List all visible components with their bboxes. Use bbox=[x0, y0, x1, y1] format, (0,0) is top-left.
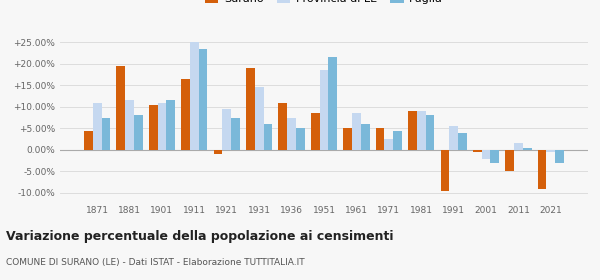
Bar bbox=[458, 133, 467, 150]
Bar bbox=[214, 150, 223, 154]
Bar bbox=[263, 124, 272, 150]
Bar bbox=[385, 139, 393, 150]
Bar bbox=[555, 150, 564, 163]
Bar bbox=[514, 143, 523, 150]
Bar bbox=[93, 102, 101, 150]
Bar bbox=[320, 70, 328, 150]
Bar bbox=[134, 115, 143, 150]
Bar bbox=[505, 150, 514, 171]
Bar bbox=[449, 126, 458, 150]
Bar bbox=[166, 100, 175, 150]
Bar bbox=[116, 66, 125, 150]
Bar bbox=[149, 105, 158, 150]
Bar bbox=[538, 150, 547, 189]
Bar bbox=[190, 42, 199, 150]
Bar bbox=[482, 150, 490, 158]
Bar bbox=[523, 148, 532, 150]
Bar bbox=[440, 150, 449, 191]
Bar bbox=[278, 102, 287, 150]
Bar bbox=[255, 87, 263, 150]
Bar bbox=[393, 130, 402, 150]
Bar bbox=[417, 111, 425, 150]
Bar bbox=[343, 128, 352, 150]
Bar bbox=[361, 124, 370, 150]
Bar bbox=[376, 128, 385, 150]
Bar bbox=[352, 113, 361, 150]
Bar bbox=[199, 49, 208, 150]
Bar bbox=[311, 113, 320, 150]
Bar bbox=[246, 68, 255, 150]
Bar bbox=[328, 57, 337, 150]
Bar bbox=[408, 111, 417, 150]
Bar bbox=[158, 102, 166, 150]
Bar bbox=[223, 109, 231, 150]
Bar bbox=[425, 115, 434, 150]
Bar bbox=[125, 100, 134, 150]
Bar bbox=[547, 150, 555, 152]
Bar bbox=[101, 118, 110, 150]
Text: COMUNE DI SURANO (LE) - Dati ISTAT - Elaborazione TUTTITALIA.IT: COMUNE DI SURANO (LE) - Dati ISTAT - Ela… bbox=[6, 258, 305, 267]
Text: Variazione percentuale della popolazione ai censimenti: Variazione percentuale della popolazione… bbox=[6, 230, 394, 242]
Bar bbox=[296, 128, 305, 150]
Bar bbox=[490, 150, 499, 163]
Legend: Surano, Provincia di LE, Puglia: Surano, Provincia di LE, Puglia bbox=[200, 0, 448, 8]
Bar bbox=[84, 130, 93, 150]
Bar bbox=[181, 79, 190, 150]
Bar bbox=[287, 118, 296, 150]
Bar bbox=[231, 118, 240, 150]
Bar bbox=[473, 150, 482, 152]
